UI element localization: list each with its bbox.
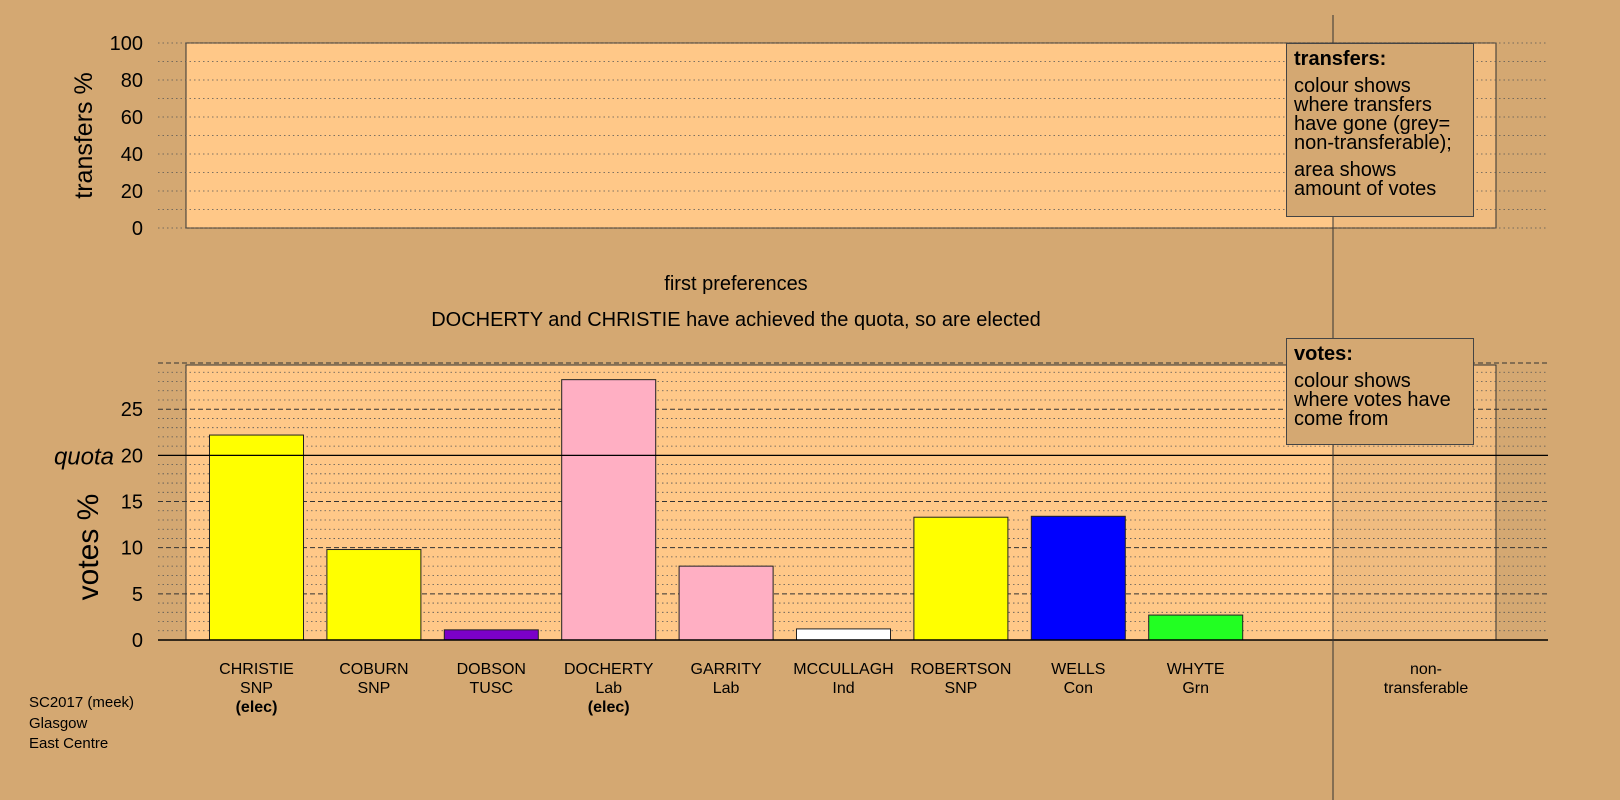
votes-y-tick: 10 [121,538,143,560]
transfers-legend-line: colour shows where transfers have gone (… [1294,75,1452,154]
votes-legend: votes: colour shows where votes have com… [1286,338,1474,445]
chart-subtitle: DOCHERTY and CHRISTIE have achieved the … [431,309,1041,331]
transfers-y-tick: 100 [110,33,143,55]
candidate-name-label: COBURN [339,661,408,678]
candidate-status-label: (elec) [236,699,278,716]
votes-y-tick: 20 [121,445,143,467]
transfers-y-tick: 40 [121,144,143,166]
bar-docherty [561,379,657,641]
candidate-name-label: WHYTE [1167,661,1225,678]
candidate-party-label: Lab [713,680,740,697]
votes-y-tick: 5 [132,584,143,606]
quota-label: quota [54,443,114,470]
bar-coburn [326,549,422,641]
candidate-party-label: Con [1064,680,1093,697]
transfers-y-tick: 20 [121,181,143,203]
candidate-status-label: (elec) [588,699,630,716]
transfers-plot-area [185,42,1497,229]
candidate-party-label: TUSC [470,680,514,697]
candidate-party-label: Lab [595,680,622,697]
votes-y-tick: 0 [132,630,143,652]
bar-garrity [678,565,774,641]
chart-title: first preferences [664,273,807,295]
bar-whyte [1148,614,1244,641]
footer-council: Glasgow [29,714,88,732]
candidate-name-label: DOBSON [457,661,526,678]
nontransferable-label: non- [1410,661,1442,678]
footer-election: SC2017 (meek) [29,694,135,711]
candidate-party-label: SNP [944,680,977,697]
footer-info: SC2017 (meek) Glasgow East Centre [29,693,134,755]
transfers-y-tick: 60 [121,107,143,129]
candidate-name-label: GARRITY [691,661,762,678]
transfers-y-tick: 80 [121,70,143,92]
candidate-party-label: SNP [357,680,390,697]
bar-robertson [913,516,1009,641]
footer-ward: East Centre [29,735,109,752]
bar-mccullagh [796,628,891,641]
bar-christie [209,434,304,641]
transfers-legend: transfers: colour shows where transfers … [1286,43,1474,217]
transfers-y-tick: 0 [132,218,143,240]
candidate-party-label: Ind [832,680,854,697]
candidate-party-label: SNP [240,680,273,697]
bar-wells [1030,515,1126,641]
transfers-legend-line: area shows amount of votes [1294,159,1437,200]
votes-y-tick: 25 [121,399,143,421]
votes-y-axis-label: votes % [72,494,105,601]
votes-y-tick: 15 [121,492,143,514]
votes-legend-line: colour shows where votes have come from [1294,370,1451,430]
candidate-name-label: DOCHERTY [564,661,654,678]
transfers-legend-title: transfers: [1294,48,1387,70]
candidate-name-label: WELLS [1051,661,1105,678]
transfers-y-axis-label: transfers % [70,72,98,198]
bar-dobson [443,629,539,641]
candidate-name-label: CHRISTIE [219,661,294,678]
candidate-name-label: ROBERTSON [910,661,1011,678]
candidate-party-label: Grn [1182,680,1209,697]
votes-legend-title: votes: [1294,343,1353,365]
candidate-name-label: MCCULLAGH [793,661,893,678]
nontransferable-label: transferable [1384,680,1469,697]
